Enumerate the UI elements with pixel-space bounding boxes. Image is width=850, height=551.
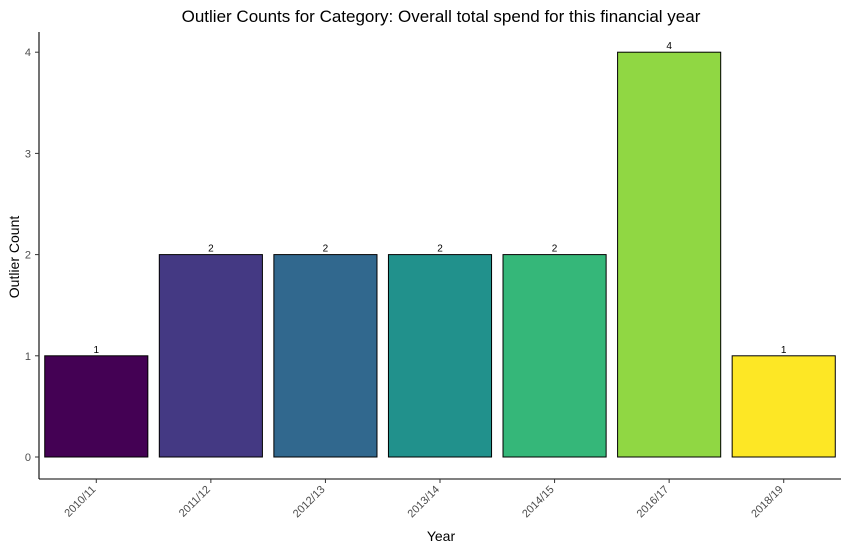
x-tick-label: 2018/19 <box>749 484 786 521</box>
y-tick-label: 3 <box>25 148 31 160</box>
bar-2011-12 <box>158 254 263 458</box>
y-axis-ticks: 0 1 2 3 4 <box>25 47 39 464</box>
x-tick-label: 2013/14 <box>406 484 443 521</box>
data-label: 1 <box>781 345 787 356</box>
data-label: 2 <box>552 244 558 255</box>
x-tick-label: 2010/11 <box>62 484 98 520</box>
y-tick-label: 2 <box>25 250 31 262</box>
bar-2012-13 <box>273 254 378 458</box>
x-axis-ticks: 2010/11 2011/12 2012/13 2013/14 2014/15 2016/… <box>62 479 786 521</box>
x-tick-label: 2012/13 <box>291 484 328 521</box>
y-tick-label: 0 <box>25 452 31 464</box>
data-labels-group: 1 2 2 2 2 4 1 <box>94 41 787 356</box>
bar-2018-19 <box>731 355 836 458</box>
data-label: 4 <box>666 41 672 52</box>
chart-title: Outlier Counts for Category: Overall tot… <box>182 7 701 26</box>
bar-2014-15 <box>502 254 607 458</box>
y-tick-label: 1 <box>25 351 31 363</box>
y-tick-label: 4 <box>25 47 31 59</box>
y-axis-title: Outlier Count <box>6 216 22 299</box>
bar-2010-11 <box>44 355 149 458</box>
data-label: 2 <box>437 244 443 255</box>
data-label: 1 <box>94 345 100 356</box>
data-label: 2 <box>323 244 329 255</box>
bars-group <box>44 51 836 458</box>
data-label: 2 <box>208 244 214 255</box>
x-tick-label: 2014/15 <box>520 484 557 521</box>
x-tick-label: 2016/17 <box>635 484 672 521</box>
bar-2013-14 <box>387 254 493 458</box>
x-axis-title: Year <box>427 528 456 544</box>
x-tick-label: 2011/12 <box>177 484 213 520</box>
bar-2016-17 <box>617 51 722 458</box>
